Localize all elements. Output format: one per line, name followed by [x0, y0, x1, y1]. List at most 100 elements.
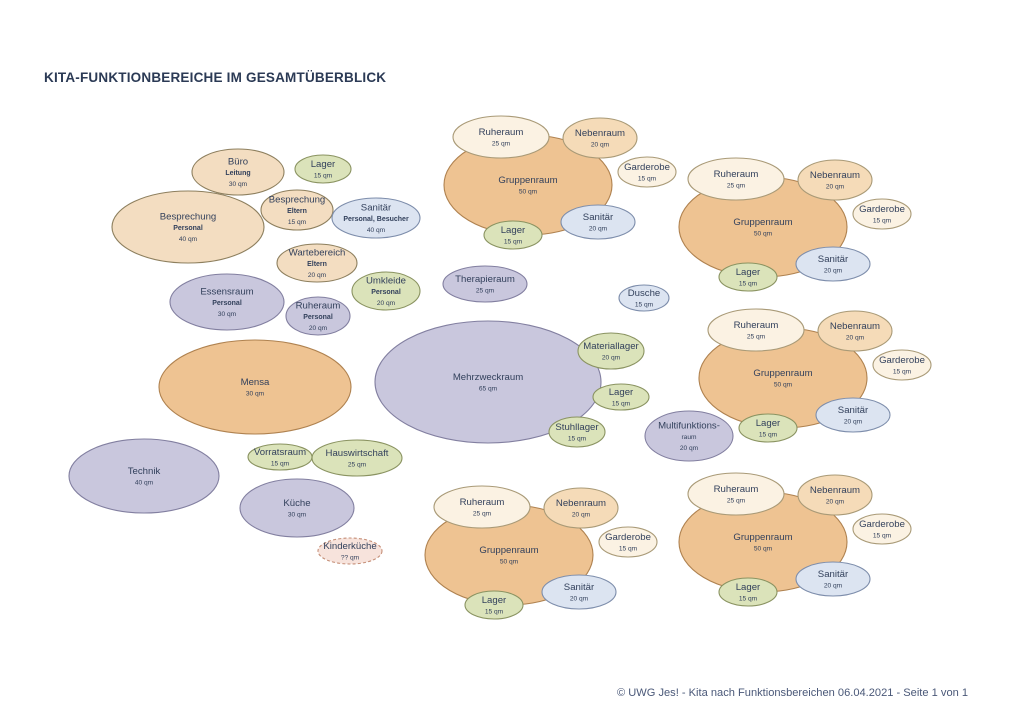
svg-text:Wartebereich: Wartebereich — [289, 247, 346, 258]
svg-text:50 qm: 50 qm — [519, 189, 538, 196]
svg-text:50 qm: 50 qm — [774, 382, 793, 389]
svg-text:Garderobe: Garderobe — [624, 162, 670, 173]
svg-text:50 qm: 50 qm — [754, 546, 773, 553]
svg-text:30 qm: 30 qm — [288, 512, 307, 519]
svg-text:15 qm: 15 qm — [739, 281, 758, 288]
svg-text:Personal: Personal — [212, 300, 242, 307]
svg-text:Ruheraum: Ruheraum — [460, 497, 505, 508]
svg-text:Garderobe: Garderobe — [859, 204, 905, 215]
svg-text:15 qm: 15 qm — [619, 546, 638, 553]
svg-text:15 qm: 15 qm — [873, 533, 892, 540]
svg-text:Lager: Lager — [609, 387, 634, 398]
svg-text:25 qm: 25 qm — [727, 183, 746, 190]
svg-text:20 qm: 20 qm — [602, 355, 621, 362]
svg-text:15 qm: 15 qm — [504, 239, 523, 246]
svg-text:15 qm: 15 qm — [759, 432, 778, 439]
svg-text:65 qm: 65 qm — [479, 386, 498, 393]
svg-text:Sanitär: Sanitär — [818, 254, 849, 265]
svg-text:Sanitär: Sanitär — [361, 202, 392, 213]
svg-text:30 qm: 30 qm — [218, 311, 237, 318]
svg-text:Gruppenraum: Gruppenraum — [498, 175, 557, 186]
svg-text:15 qm: 15 qm — [271, 461, 290, 468]
svg-text:40 qm: 40 qm — [367, 227, 386, 234]
svg-text:raum: raum — [681, 434, 697, 441]
svg-text:Ruheraum: Ruheraum — [479, 127, 524, 138]
svg-text:15 qm: 15 qm — [612, 401, 631, 408]
svg-text:Garderobe: Garderobe — [859, 519, 905, 530]
svg-text:Nebenraum: Nebenraum — [810, 170, 860, 181]
svg-text:Garderobe: Garderobe — [879, 355, 925, 366]
svg-text:Lager: Lager — [482, 595, 507, 606]
svg-text:15 qm: 15 qm — [485, 609, 504, 616]
svg-text:20 qm: 20 qm — [826, 184, 845, 191]
svg-text:Sanitär: Sanitär — [818, 569, 849, 580]
svg-text:Therapieraum: Therapieraum — [455, 274, 515, 285]
svg-text:20 qm: 20 qm — [846, 335, 865, 342]
svg-text:15 qm: 15 qm — [893, 369, 912, 376]
svg-text:Kinderküche: Kinderküche — [323, 541, 376, 552]
svg-text:Dusche: Dusche — [628, 288, 661, 299]
svg-text:25 qm: 25 qm — [473, 511, 492, 518]
svg-text:Nebenraum: Nebenraum — [810, 485, 860, 496]
svg-text:40 qm: 40 qm — [179, 236, 198, 243]
svg-text:50 qm: 50 qm — [500, 559, 519, 566]
svg-text:Gruppenraum: Gruppenraum — [733, 217, 792, 228]
svg-text:Sanitär: Sanitär — [838, 405, 869, 416]
svg-text:Eltern: Eltern — [287, 208, 307, 215]
svg-text:25 qm: 25 qm — [492, 141, 511, 148]
svg-text:30 qm: 30 qm — [229, 181, 248, 188]
svg-text:20 qm: 20 qm — [824, 583, 843, 590]
svg-text:20 qm: 20 qm — [309, 325, 328, 332]
svg-text:Ruheraum: Ruheraum — [714, 169, 759, 180]
svg-text:15 qm: 15 qm — [638, 176, 657, 183]
svg-text:20 qm: 20 qm — [308, 272, 327, 279]
svg-text:Sanitär: Sanitär — [564, 582, 595, 593]
svg-text:25 qm: 25 qm — [747, 334, 766, 341]
svg-text:20 qm: 20 qm — [589, 226, 608, 233]
svg-text:20 qm: 20 qm — [826, 499, 845, 506]
svg-text:20 qm: 20 qm — [570, 596, 589, 603]
svg-text:50 qm: 50 qm — [754, 231, 773, 238]
svg-text:20 qm: 20 qm — [591, 142, 610, 149]
svg-text:Mehrzweckraum: Mehrzweckraum — [453, 372, 523, 383]
svg-text:Besprechung: Besprechung — [269, 194, 326, 205]
svg-text:Gruppenraum: Gruppenraum — [753, 368, 812, 379]
svg-text:25 qm: 25 qm — [348, 462, 367, 469]
svg-text:20 qm: 20 qm — [844, 419, 863, 426]
svg-text:Garderobe: Garderobe — [605, 532, 651, 543]
svg-text:Gruppenraum: Gruppenraum — [733, 532, 792, 543]
svg-text:20 qm: 20 qm — [824, 268, 843, 275]
svg-text:Vorratsraum: Vorratsraum — [254, 447, 306, 458]
svg-text:20 qm: 20 qm — [572, 512, 591, 519]
svg-text:Stuhllager: Stuhllager — [555, 422, 599, 433]
svg-text:15 qm: 15 qm — [568, 436, 587, 443]
svg-text:Technik: Technik — [128, 466, 161, 477]
svg-text:Umkleide: Umkleide — [366, 275, 406, 286]
svg-text:Lager: Lager — [311, 159, 336, 170]
svg-text:20 qm: 20 qm — [377, 300, 396, 307]
svg-text:Personal: Personal — [173, 225, 203, 232]
svg-text:Personal: Personal — [303, 314, 333, 321]
svg-text:Mensa: Mensa — [241, 377, 270, 388]
svg-text:Leitung: Leitung — [225, 170, 250, 177]
svg-text:Küche: Küche — [283, 498, 310, 509]
svg-text:15 qm: 15 qm — [873, 218, 892, 225]
svg-text:Sanitär: Sanitär — [583, 212, 614, 223]
svg-text:20 qm: 20 qm — [680, 445, 699, 452]
svg-text:Nebenraum: Nebenraum — [556, 498, 606, 509]
svg-text:Lager: Lager — [756, 418, 781, 429]
svg-text:Nebenraum: Nebenraum — [575, 128, 625, 139]
svg-text:Essensraum: Essensraum — [200, 286, 253, 297]
svg-text:Personal, Besucher: Personal, Besucher — [343, 216, 409, 223]
svg-text:15 qm: 15 qm — [739, 596, 758, 603]
svg-text:Besprechung: Besprechung — [160, 211, 217, 222]
svg-text:Materiallager: Materiallager — [583, 341, 639, 352]
svg-text:Lager: Lager — [736, 582, 761, 593]
svg-text:Büro: Büro — [228, 156, 248, 167]
svg-text:30 qm: 30 qm — [246, 391, 265, 398]
svg-text:25 qm: 25 qm — [727, 498, 746, 505]
svg-text:Hauswirtschaft: Hauswirtschaft — [326, 448, 389, 459]
svg-text:Lager: Lager — [736, 267, 761, 278]
svg-text:Multifunktions-: Multifunktions- — [658, 420, 720, 431]
svg-text:15 qm: 15 qm — [635, 302, 654, 309]
